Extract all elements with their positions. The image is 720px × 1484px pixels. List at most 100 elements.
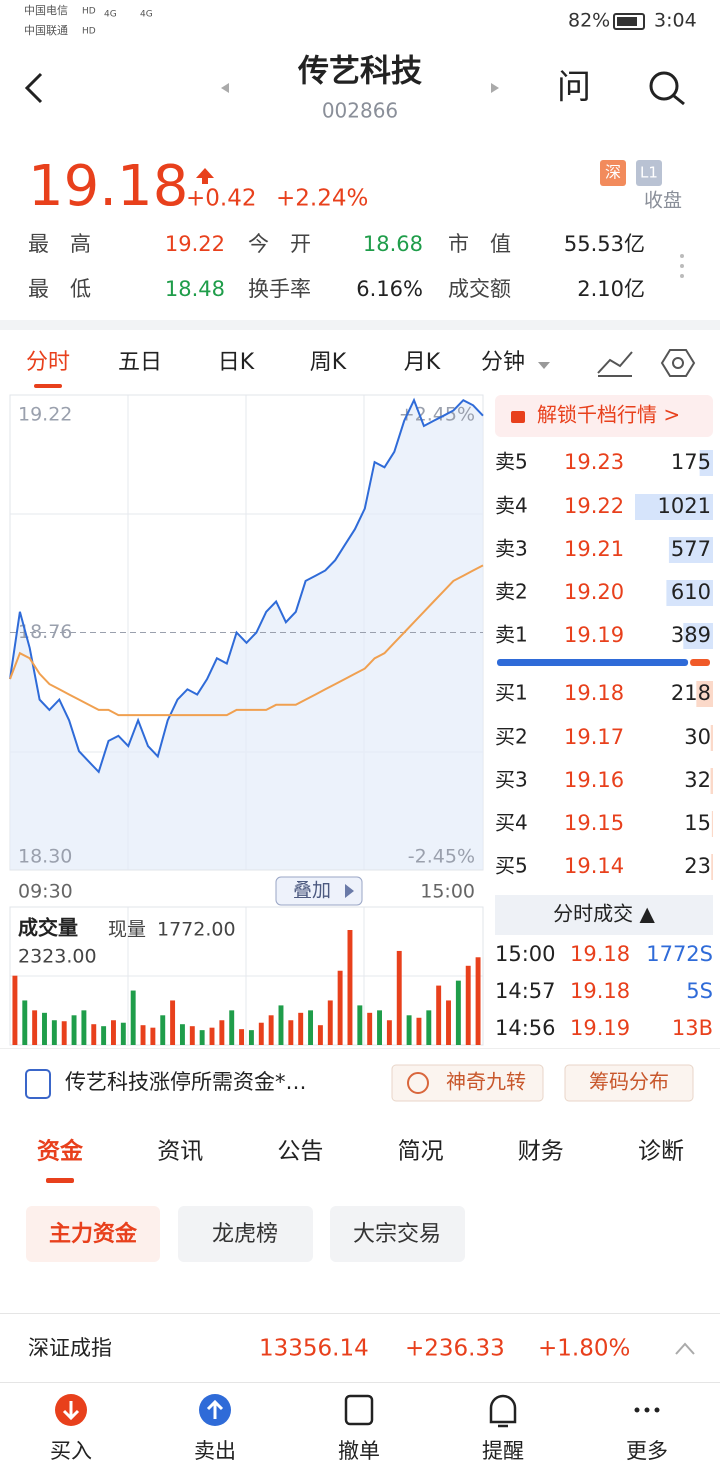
nav-label[interactable]: 卖出 bbox=[194, 1439, 236, 1463]
y-tick-label: 18.30 bbox=[18, 846, 72, 868]
section-tab[interactable]: 资金 bbox=[37, 1138, 84, 1165]
level-price: 19.18 bbox=[564, 681, 624, 705]
badge: L1 bbox=[640, 164, 658, 182]
volume-bar bbox=[229, 1010, 235, 1045]
tab[interactable]: 分钟 bbox=[481, 350, 525, 375]
volume-bar bbox=[219, 1020, 225, 1045]
volume-bar bbox=[308, 1010, 314, 1045]
volume-bar bbox=[258, 1022, 264, 1045]
section-tab[interactable]: 诊断 bbox=[638, 1139, 684, 1165]
code: 002866 bbox=[322, 99, 398, 123]
settings-icon[interactable] bbox=[660, 349, 696, 377]
tab[interactable]: 分时 bbox=[26, 350, 70, 375]
volume-bar bbox=[42, 1012, 47, 1045]
back-icon[interactable] bbox=[24, 72, 43, 104]
section-tab[interactable]: 简况 bbox=[398, 1139, 444, 1165]
volume-bar bbox=[377, 1010, 382, 1045]
level-label: 买3 bbox=[495, 768, 528, 792]
chart-style-icon[interactable] bbox=[597, 351, 633, 374]
volume-depth bbox=[710, 725, 713, 751]
cancel-icon bbox=[344, 1394, 374, 1426]
level-label: 买1 bbox=[495, 681, 528, 705]
level-price: 19.23 bbox=[564, 450, 624, 474]
level-volume: 1021 bbox=[658, 494, 711, 518]
stat-value: 2.10亿 bbox=[577, 277, 645, 301]
tab[interactable]: 五日 bbox=[118, 350, 162, 375]
search-icon[interactable] bbox=[649, 71, 679, 101]
bell-icon bbox=[489, 1394, 517, 1428]
stat-value: 55.53亿 bbox=[564, 232, 645, 256]
x-tick-label: 09:30 bbox=[18, 881, 73, 903]
sub-tab-label: 主力资金 bbox=[49, 1221, 138, 1247]
nav-label[interactable]: 提醒 bbox=[482, 1439, 524, 1463]
more-icon bbox=[654, 1407, 660, 1413]
stat-label: 最 低 bbox=[28, 277, 91, 301]
overlay-button[interactable] bbox=[275, 876, 363, 906]
index-value: 13356.14 bbox=[259, 1336, 369, 1362]
level-price: 19.22 bbox=[564, 494, 624, 518]
volume-bar bbox=[12, 975, 18, 1045]
trades-header[interactable] bbox=[495, 895, 713, 935]
volume-bar bbox=[327, 1000, 333, 1045]
section-tab[interactable]: 财务 bbox=[518, 1139, 564, 1165]
nav-label[interactable]: 撤单 bbox=[338, 1439, 380, 1463]
icon bbox=[407, 1072, 429, 1094]
level-price: 19.19 bbox=[564, 623, 624, 647]
level-price: 19.16 bbox=[564, 768, 624, 792]
battery-level bbox=[617, 17, 637, 26]
play-icon bbox=[345, 884, 354, 898]
expand-icon[interactable] bbox=[675, 1342, 695, 1355]
tab[interactable]: 日K bbox=[218, 350, 255, 375]
sub-tab[interactable] bbox=[178, 1206, 313, 1262]
button-label: 神奇九转 bbox=[446, 1070, 526, 1094]
level-price: 19.15 bbox=[564, 811, 624, 835]
volume-depth bbox=[696, 681, 713, 707]
divider bbox=[0, 1313, 720, 1314]
unlock-label: 解锁千档行情 > bbox=[537, 403, 680, 427]
volume-depth bbox=[683, 623, 713, 649]
battery-icon bbox=[613, 13, 645, 30]
section-tab[interactable]: 公告 bbox=[277, 1139, 323, 1165]
label: HD bbox=[82, 7, 96, 17]
volume-current-value: 1772.00 bbox=[157, 919, 236, 941]
tab[interactable]: 月K bbox=[404, 350, 441, 375]
badge bbox=[600, 160, 626, 186]
volume-bar bbox=[317, 1025, 323, 1045]
level-label: 卖1 bbox=[495, 623, 528, 647]
level-volume: 577 bbox=[671, 537, 711, 561]
y-tick-label: 19.22 bbox=[18, 404, 72, 426]
buy-icon bbox=[62, 1401, 80, 1421]
volume-bar bbox=[396, 950, 402, 1045]
nav-label[interactable]: 买入 bbox=[50, 1439, 92, 1463]
tab[interactable]: 周K bbox=[310, 350, 347, 375]
section-tab[interactable]: 资讯 bbox=[157, 1139, 203, 1165]
level-volume: 218 bbox=[671, 681, 711, 705]
ask-button[interactable]: 问 bbox=[557, 68, 591, 108]
volume-depth bbox=[710, 768, 713, 794]
nav-label[interactable]: 更多 bbox=[626, 1439, 668, 1463]
next-icon[interactable] bbox=[491, 83, 499, 93]
sub-tab[interactable] bbox=[26, 1206, 160, 1262]
doc-icon bbox=[25, 1069, 51, 1099]
series-line bbox=[9, 397, 484, 774]
sub-tab[interactable] bbox=[330, 1206, 465, 1262]
volume-bar bbox=[209, 1027, 215, 1045]
level-label: 卖3 bbox=[495, 537, 528, 561]
volume-bar bbox=[120, 1022, 126, 1045]
level-volume: 23 bbox=[684, 854, 711, 878]
button[interactable] bbox=[564, 1064, 694, 1102]
level-volume: 30 bbox=[684, 725, 711, 749]
volume-bar bbox=[22, 1000, 28, 1045]
search-icon bbox=[673, 94, 685, 106]
sub-tab-label: 龙虎榜 bbox=[212, 1222, 278, 1247]
trade-price: 19.18 bbox=[570, 942, 630, 966]
trade-time: 14:56 bbox=[495, 1016, 556, 1040]
button[interactable] bbox=[391, 1064, 544, 1102]
more-dot bbox=[680, 274, 684, 278]
prev-icon[interactable] bbox=[221, 83, 229, 93]
stat-value: 18.48 bbox=[165, 277, 225, 301]
stat-label: 今 开 bbox=[248, 232, 311, 256]
volume-bar bbox=[239, 1029, 245, 1045]
sell-icon bbox=[206, 1399, 224, 1419]
unlock-banner[interactable] bbox=[495, 395, 713, 437]
